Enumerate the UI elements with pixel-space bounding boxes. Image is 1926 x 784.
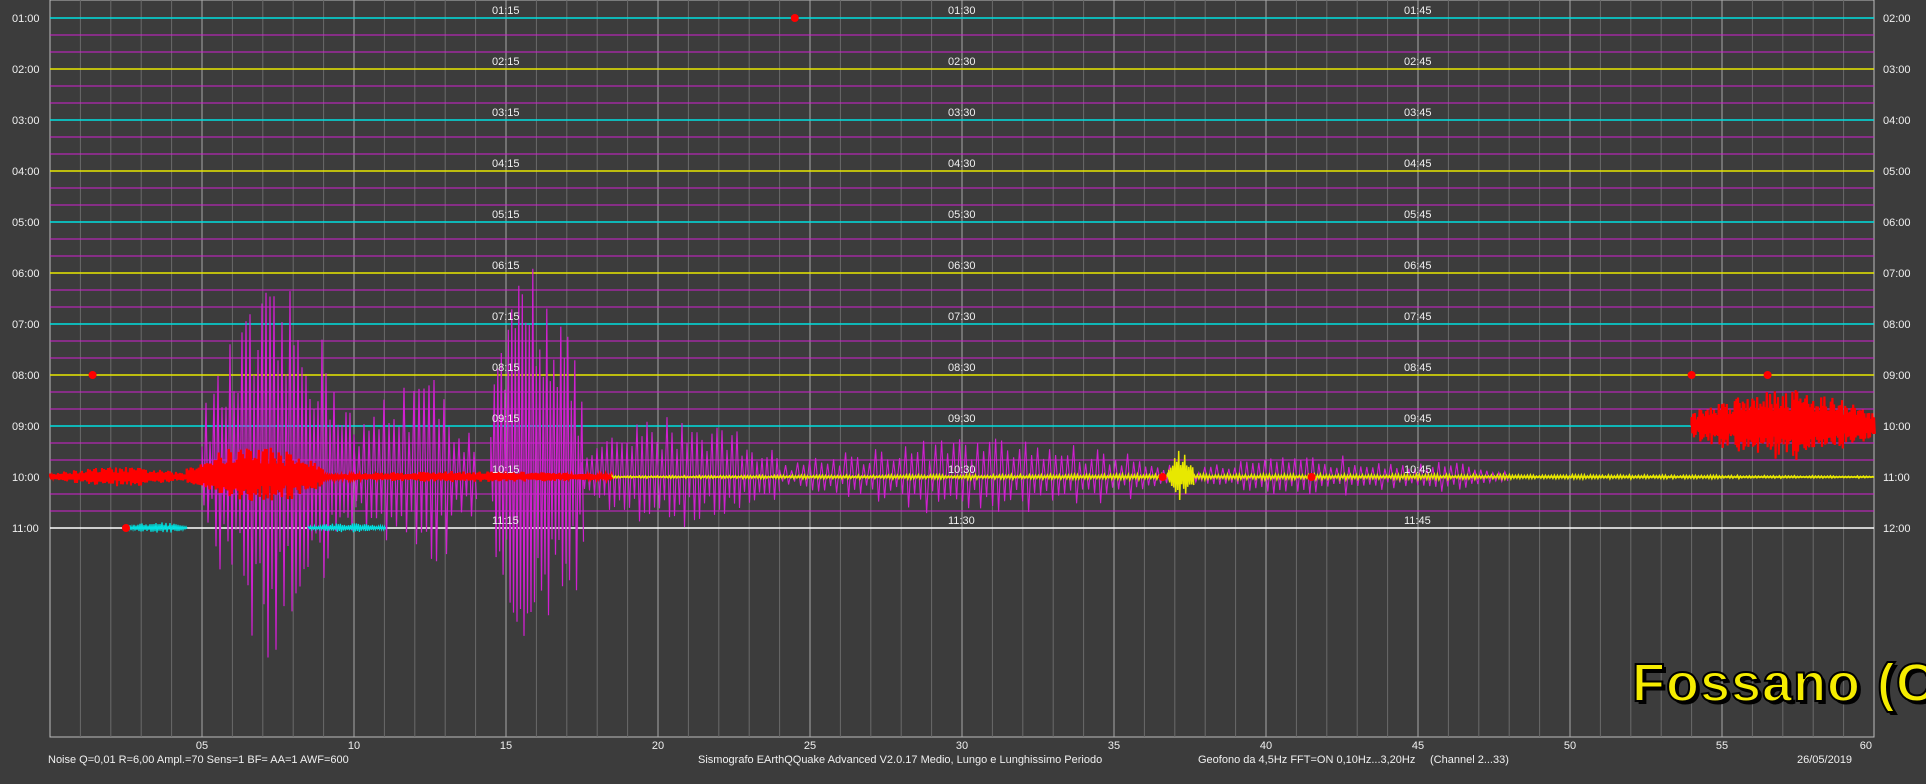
row-time-left: 05:00 xyxy=(12,217,40,229)
row-quarter-label: 11:30 xyxy=(948,515,975,527)
x-tick-label: 40 xyxy=(1260,740,1272,752)
event-marker xyxy=(1307,473,1316,481)
seismic-burst xyxy=(201,291,357,658)
seismic-burst xyxy=(490,268,585,636)
x-tick-label: 25 xyxy=(804,740,816,752)
row-time-right: 05:00 xyxy=(1883,166,1911,178)
row-time-right: 04:00 xyxy=(1883,115,1911,127)
seismic-burst xyxy=(1690,390,1876,460)
row-time-right: 02:00 xyxy=(1883,13,1911,25)
x-tick-label: 05 xyxy=(196,740,208,752)
seismic-burst xyxy=(581,417,781,528)
x-tick-label: 50 xyxy=(1564,740,1576,752)
event-marker xyxy=(1158,473,1167,481)
row-quarter-label: 10:45 xyxy=(1404,464,1432,476)
row-time-left: 11:00 xyxy=(12,523,39,535)
row-quarter-label: 02:15 xyxy=(492,56,520,68)
row-quarter-label: 06:30 xyxy=(948,260,976,272)
row-quarter-label: 03:30 xyxy=(948,107,976,119)
footer-date: 26/05/2019 xyxy=(1797,754,1853,766)
seismic-burst xyxy=(125,522,188,533)
row-time-left: 01:00 xyxy=(12,13,40,25)
row-quarter-label: 04:45 xyxy=(1404,158,1432,170)
row-time-right: 06:00 xyxy=(1883,217,1911,229)
row-quarter-label: 04:15 xyxy=(492,158,520,170)
row-quarter-label: 02:45 xyxy=(1404,56,1432,68)
x-tick-label: 30 xyxy=(956,740,968,752)
row-quarter-label: 01:15 xyxy=(492,5,520,17)
row-quarter-label: 01:30 xyxy=(948,5,976,17)
footer-software: Sismografo EArthQQuake Advanced V2.0.17 … xyxy=(698,754,1103,766)
row-time-left: 06:00 xyxy=(12,268,40,280)
row-time-right: 07:00 xyxy=(1883,268,1911,280)
row-quarter-label: 08:45 xyxy=(1404,362,1432,374)
row-quarter-label: 01:45 xyxy=(1404,5,1432,17)
row-time-left: 07:00 xyxy=(12,319,40,331)
row-quarter-label: 05:30 xyxy=(948,209,976,221)
row-time-left: 08:00 xyxy=(12,370,40,382)
row-time-left: 09:00 xyxy=(12,421,40,433)
row-quarter-label: 07:45 xyxy=(1404,311,1432,323)
event-marker xyxy=(88,371,97,379)
row-quarter-label: 06:45 xyxy=(1404,260,1432,272)
row-time-right: 10:00 xyxy=(1883,421,1911,433)
footer-geofono: Geofono da 4,5Hz FFT=ON 0,10Hz...3,20Hz xyxy=(1198,754,1416,766)
row-quarter-label: 09:30 xyxy=(948,413,976,425)
row-quarter-label: 11:15 xyxy=(492,515,519,527)
row-quarter-label: 10:15 xyxy=(492,464,520,476)
row-quarter-label: 08:15 xyxy=(492,362,520,374)
x-tick-label: 35 xyxy=(1108,740,1120,752)
station-watermark: Fossano (CN) xyxy=(1631,652,1926,714)
footer-noise-settings: Noise Q=0,01 R=6,00 Ampl.=70 Sens=1 BF= … xyxy=(48,754,349,766)
row-quarter-label: 05:15 xyxy=(492,209,520,221)
event-marker xyxy=(790,14,799,22)
labels: 05 10 15 20 25 30 35 40 45 50 55 60 01:00 02:00 01:15 0… xyxy=(12,5,1911,752)
x-tick-label: 55 xyxy=(1716,740,1728,752)
seismic-burst xyxy=(353,379,478,562)
row-quarter-label: 09:45 xyxy=(1404,413,1432,425)
seismic-burst xyxy=(779,438,1174,514)
row-time-left: 02:00 xyxy=(12,64,40,76)
row-quarter-label: 02:30 xyxy=(948,56,976,68)
row-time-left: 04:00 xyxy=(12,166,40,178)
row-time-right: 08:00 xyxy=(1883,319,1911,331)
event-marker xyxy=(1763,371,1772,379)
row-quarter-label: 07:15 xyxy=(492,311,520,323)
grid xyxy=(49,0,1875,738)
seismic-burst xyxy=(49,467,188,487)
seismic-burst xyxy=(185,447,326,501)
row-quarter-label: 08:30 xyxy=(948,362,976,374)
row-time-right: 09:00 xyxy=(1883,370,1911,382)
row-quarter-label: 10:30 xyxy=(948,464,976,476)
row-quarter-label: 09:15 xyxy=(492,413,520,425)
x-tick-label: 15 xyxy=(500,740,512,752)
seismic-burst xyxy=(1167,450,1195,501)
row-time-right: 03:00 xyxy=(1883,64,1911,76)
footer-channel: (Channel 2...33) xyxy=(1430,754,1509,766)
x-tick-label: 10 xyxy=(348,740,360,752)
row-time-right: 11:00 xyxy=(1883,472,1910,484)
row-quarter-label: 06:15 xyxy=(492,260,520,272)
row-time-right: 12:00 xyxy=(1883,523,1911,535)
x-tick-label: 20 xyxy=(652,740,664,752)
seismic-burst xyxy=(322,469,614,485)
row-quarter-label: 07:30 xyxy=(948,311,976,323)
x-tick-label: 45 xyxy=(1412,740,1424,752)
row-quarter-label: 11:45 xyxy=(1404,515,1431,527)
row-quarter-label: 04:30 xyxy=(948,158,976,170)
seismic-burst xyxy=(307,523,386,533)
row-time-left: 03:00 xyxy=(12,115,40,127)
x-tick-label: 60 xyxy=(1860,740,1872,752)
event-marker xyxy=(122,524,130,532)
row-quarter-label: 03:45 xyxy=(1404,107,1432,119)
traces xyxy=(49,14,1876,658)
row-quarter-label: 05:45 xyxy=(1404,209,1432,221)
row-quarter-label: 03:15 xyxy=(492,107,520,119)
row-time-left: 10:00 xyxy=(12,472,40,484)
seismic-burst xyxy=(611,471,1875,483)
event-marker xyxy=(1687,371,1696,379)
